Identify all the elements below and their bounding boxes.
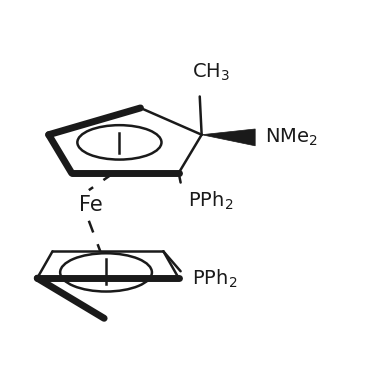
Polygon shape (202, 129, 255, 146)
Text: Fe: Fe (79, 196, 103, 215)
Text: PPh$_2$: PPh$_2$ (188, 190, 234, 213)
Text: CH$_3$: CH$_3$ (192, 62, 230, 83)
Text: NMe$_2$: NMe$_2$ (265, 127, 318, 148)
Text: PPh$_2$: PPh$_2$ (192, 268, 237, 290)
